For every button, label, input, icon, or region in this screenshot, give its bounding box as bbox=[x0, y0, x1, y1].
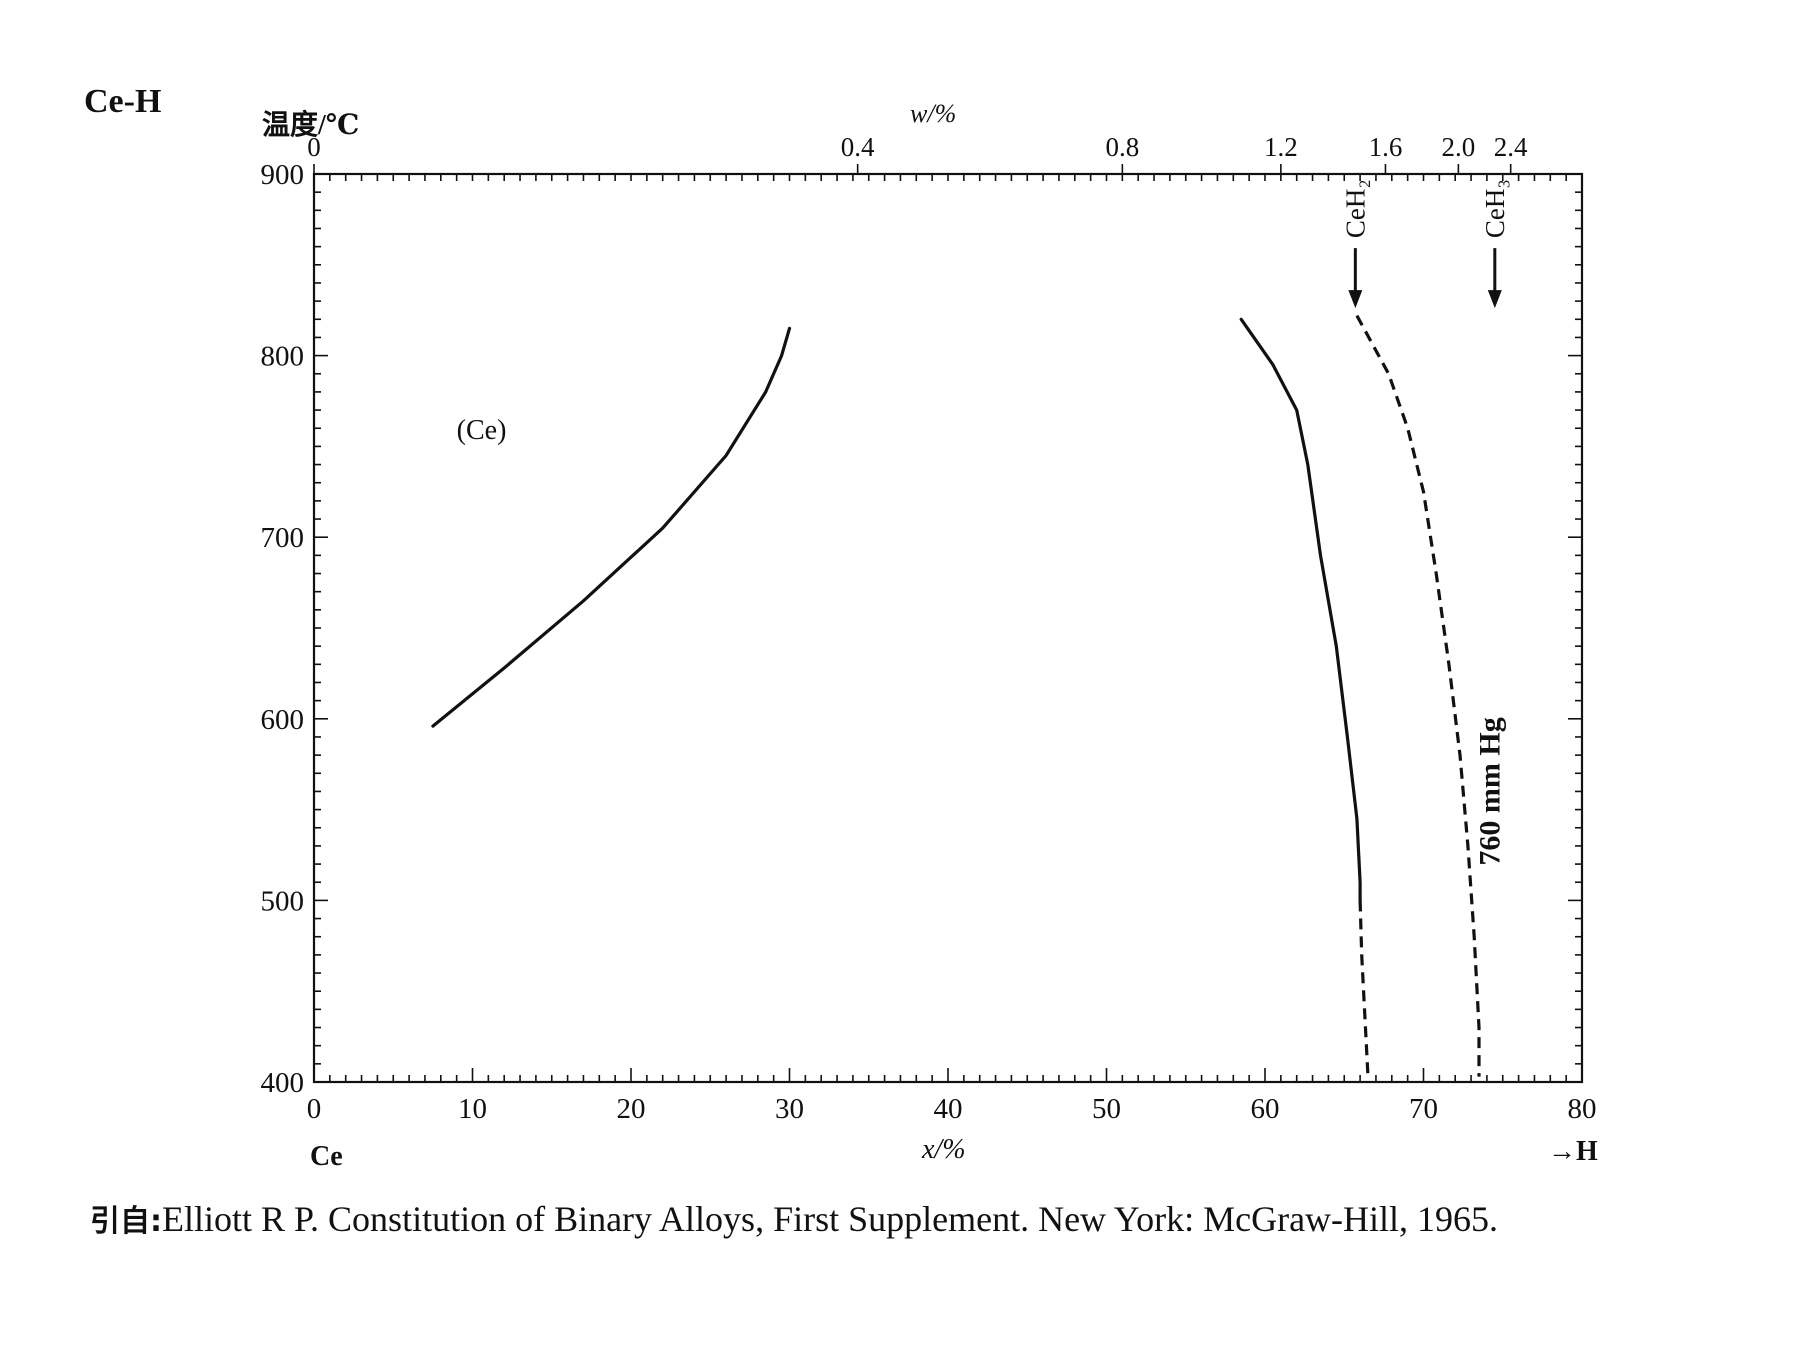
x2-tick-label: 1.2 bbox=[1264, 132, 1298, 162]
chart-title: Ce-H bbox=[84, 83, 161, 120]
axis-ticks bbox=[313, 164, 1583, 1083]
solid-boundary-curve bbox=[1239, 317, 1362, 902]
y-tick-label: 700 bbox=[261, 522, 305, 554]
down-arrow-icon bbox=[1348, 290, 1363, 309]
x2-tick-label: 0.8 bbox=[1105, 132, 1139, 162]
y-tick-label: 900 bbox=[261, 159, 305, 191]
dashed-boundary-curve bbox=[1355, 314, 1481, 1077]
x-tick-label: 80 bbox=[1568, 1093, 1597, 1125]
y-tick-label: 800 bbox=[261, 341, 305, 373]
y-axis-label: 温度/℃ bbox=[262, 109, 359, 141]
y-tick-label: 500 bbox=[261, 885, 305, 917]
x2-tick-label: 0.4 bbox=[841, 132, 875, 162]
annotations-layer: (Ce) CeH₂ CeH₃ 760 mm Hg bbox=[457, 179, 1510, 865]
pressure-label: 760 mm Hg bbox=[1474, 717, 1507, 865]
y-tick-label: 400 bbox=[261, 1067, 305, 1099]
compound-label: CeH₂ bbox=[1340, 179, 1370, 238]
x-tick-label: 40 bbox=[934, 1093, 963, 1125]
left-element-label: Ce bbox=[310, 1141, 343, 1172]
right-element-label: →H bbox=[1548, 1136, 1598, 1167]
bottom-axis-label: x/% bbox=[921, 1134, 966, 1165]
compound-label: CeH₃ bbox=[1480, 179, 1510, 238]
plot-frame bbox=[312, 172, 1584, 1084]
x2-tick-label: 0 bbox=[307, 132, 321, 162]
x-tick-label: 70 bbox=[1409, 1093, 1438, 1125]
citation-prefix: 引自: bbox=[90, 1204, 162, 1239]
solid-boundary-curve bbox=[431, 326, 792, 728]
down-arrow-icon bbox=[1487, 290, 1502, 309]
x-tick-label: 30 bbox=[775, 1093, 804, 1125]
x2-tick-label: 1.6 bbox=[1369, 132, 1403, 162]
x-tick-label: 10 bbox=[458, 1093, 487, 1125]
x-tick-label: 20 bbox=[617, 1093, 646, 1125]
x2-tick-label: 2.4 bbox=[1494, 132, 1528, 162]
top-axis-label: w/% bbox=[910, 99, 956, 128]
citation: 引自:Elliott R P. Constitution of Binary A… bbox=[90, 1196, 1740, 1240]
dashed-boundary-curve bbox=[1358, 900, 1370, 1077]
series-layer bbox=[431, 314, 1481, 1077]
x-tick-label: 50 bbox=[1092, 1093, 1121, 1125]
x-tick-label: 60 bbox=[1251, 1093, 1280, 1125]
y-tick-label: 600 bbox=[261, 704, 305, 736]
phase-region-label: (Ce) bbox=[457, 415, 507, 446]
x2-tick-label: 2.0 bbox=[1441, 132, 1475, 162]
citation-text: Elliott R P. Constitution of Binary Allo… bbox=[162, 1199, 1499, 1239]
x-tick-label: 0 bbox=[307, 1093, 322, 1125]
